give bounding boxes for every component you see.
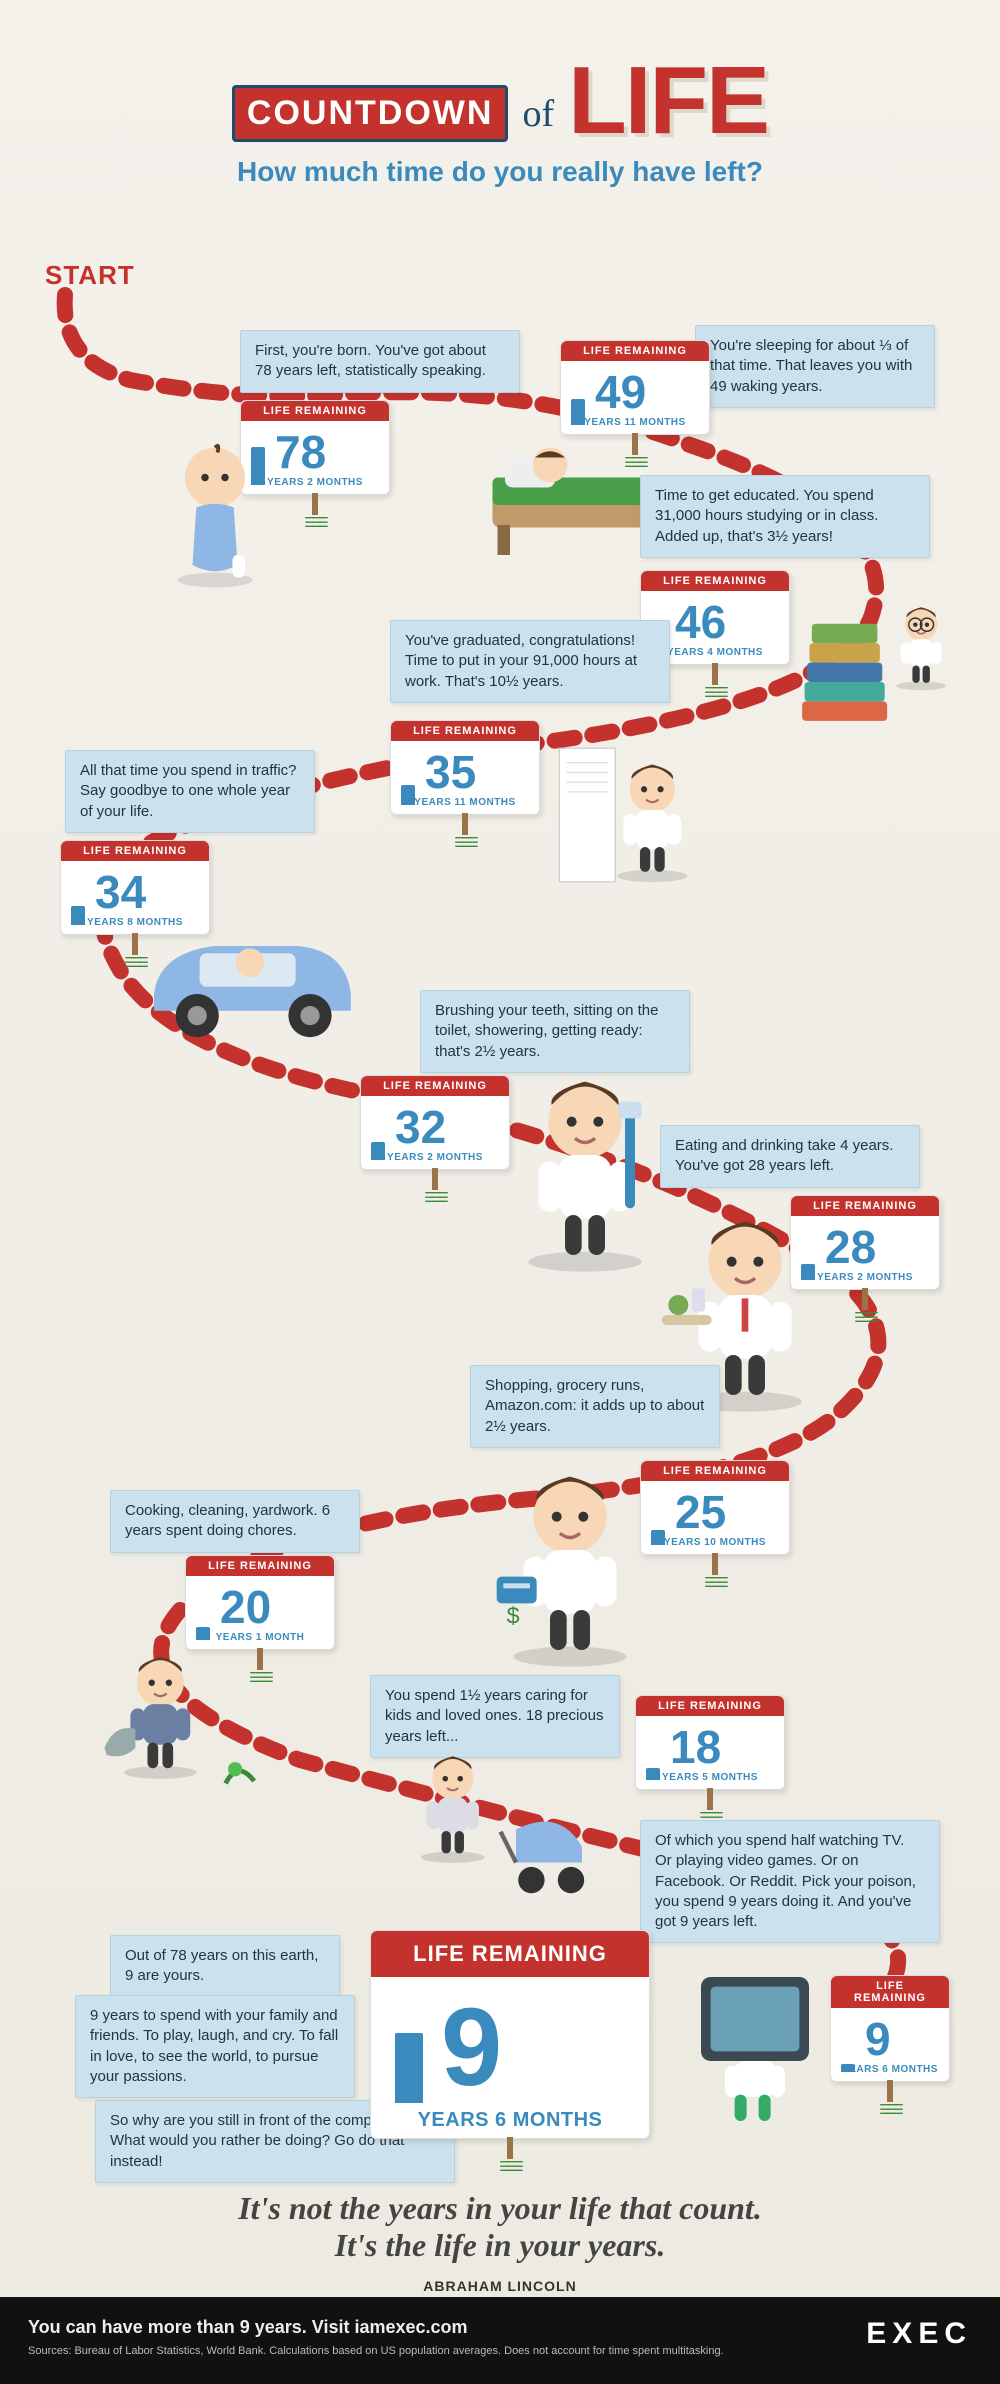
step-caption: Brushing your teeth, sitting on the toil… (420, 990, 690, 1073)
car-icon (130, 880, 370, 1060)
chores-icon (95, 1635, 285, 1825)
title-countdown: COUNTDOWN (232, 85, 509, 142)
footer: You can have more than 9 years. Visit ia… (0, 2297, 1000, 2384)
sign-header: LIFE REMAINING (831, 1976, 949, 2008)
sign-years: 9 (865, 2016, 937, 2062)
infographic-canvas: COUNTDOWN of LIFE How much time do you r… (0, 0, 1000, 2384)
title-life: LIFE (568, 60, 768, 142)
baby-icon (150, 440, 280, 590)
sign-years: 35 (425, 749, 527, 795)
sign-years: 28 (825, 1224, 927, 1270)
step-sign: LIFE REMAINING 35 YEARS 11 MONTHS ⲷⲷⲷ (390, 720, 540, 853)
sign-header: LIFE REMAINING (641, 1461, 789, 1481)
final-caption: 9 years to spend with your family and fr… (75, 1995, 355, 2098)
step-sign: LIFE REMAINING 18 YEARS 5 MONTHS ⲷⲷⲷ (635, 1695, 785, 1828)
sign-years: 46 (675, 599, 777, 645)
step-caption: Shopping, grocery runs, Amazon.com: it a… (470, 1365, 720, 1448)
step-caption: First, you're born. You've got about 78 … (240, 330, 520, 393)
life-remaining-sign: LIFE REMAINING 18 YEARS 5 MONTHS (635, 1695, 785, 1790)
sign-header: LIFE REMAINING (361, 1076, 509, 1096)
quote-line-1: It's not the years in your life that cou… (0, 2190, 1000, 2227)
life-remaining-sign: LIFE REMAINING 9 YEARS 6 MONTHS (830, 1975, 950, 2082)
sign-header: LIFE REMAINING (241, 401, 389, 421)
step-caption: You've graduated, congratulations! Time … (390, 620, 670, 703)
footer-logo: EXEC (866, 2317, 972, 2351)
step-caption: All that time you spend in traffic? Say … (65, 750, 315, 833)
books-icon (790, 580, 960, 750)
sign-years: 20 (220, 1584, 322, 1630)
sign-years: 25 (675, 1489, 777, 1535)
toothbrush-icon (500, 1075, 670, 1275)
sign-header: LIFE REMAINING (186, 1556, 334, 1576)
life-remaining-sign: LIFE REMAINING 9 YEARS 6 MONTHS (370, 1930, 650, 2139)
svg-text:$: $ (507, 1602, 520, 1628)
sign-header: LIFE REMAINING (636, 1696, 784, 1716)
step-caption: Of which you spend half watching TV. Or … (640, 1820, 940, 1943)
header: COUNTDOWN of LIFE How much time do you r… (0, 0, 1000, 188)
quote-author: ABRAHAM LINCOLN (0, 2278, 1000, 2294)
final-caption: Out of 78 years on this earth, 9 are you… (110, 1935, 340, 1998)
sign-sub: YEARS 6 MONTHS (371, 2109, 649, 2132)
subtitle: How much time do you really have left? (0, 156, 1000, 188)
step-caption: Time to get educated. You spend 31,000 h… (640, 475, 930, 558)
life-remaining-sign: LIFE REMAINING 25 YEARS 10 MONTHS (640, 1460, 790, 1555)
papers-icon (540, 720, 710, 910)
sign-header: LIFE REMAINING (391, 721, 539, 741)
sign-header: LIFE REMAINING (641, 571, 789, 591)
tv-icon (665, 1960, 845, 2150)
sign-years: 9 (441, 1993, 619, 2103)
step-caption: You're sleeping for about ⅓ of that time… (695, 325, 935, 408)
sign-years: 32 (395, 1104, 497, 1150)
step-sign: LIFE REMAINING 9 YEARS 6 MONTHS ⲷⲷⲷ (830, 1975, 950, 2120)
shopping-icon: $ (480, 1470, 660, 1670)
title-of: of (522, 92, 554, 136)
sign-header: LIFE REMAINING (791, 1196, 939, 1216)
sign-years: 18 (670, 1724, 772, 1770)
sign-header: LIFE REMAINING (371, 1931, 649, 1977)
step-sign: LIFE REMAINING 32 YEARS 2 MONTHS ⲷⲷⲷ (360, 1075, 510, 1208)
sign-header: LIFE REMAINING (61, 841, 209, 861)
life-remaining-sign: LIFE REMAINING 35 YEARS 11 MONTHS (390, 720, 540, 815)
stroller-icon (395, 1740, 615, 1930)
footer-cta: You can have more than 9 years. Visit ia… (28, 2317, 724, 2338)
step-caption: Cooking, cleaning, yardwork. 6 years spe… (110, 1490, 360, 1553)
final-sign: LIFE REMAINING 9 YEARS 6 MONTHS ⲷⲷⲷ (370, 1930, 650, 2177)
start-label: START (45, 260, 135, 291)
step-sign: LIFE REMAINING 25 YEARS 10 MONTHS ⲷⲷⲷ (640, 1460, 790, 1593)
quote-block: It's not the years in your life that cou… (0, 2190, 1000, 2294)
footer-sources: Sources: Bureau of Labor Statistics, Wor… (28, 2344, 724, 2358)
sign-years: 49 (595, 369, 697, 415)
life-remaining-sign: LIFE REMAINING 32 YEARS 2 MONTHS (360, 1075, 510, 1170)
sign-years: 78 (275, 429, 377, 475)
quote-line-2: It's the life in your years. (0, 2227, 1000, 2264)
sign-header: LIFE REMAINING (561, 341, 709, 361)
step-caption: Eating and drinking take 4 years. You've… (660, 1125, 920, 1188)
